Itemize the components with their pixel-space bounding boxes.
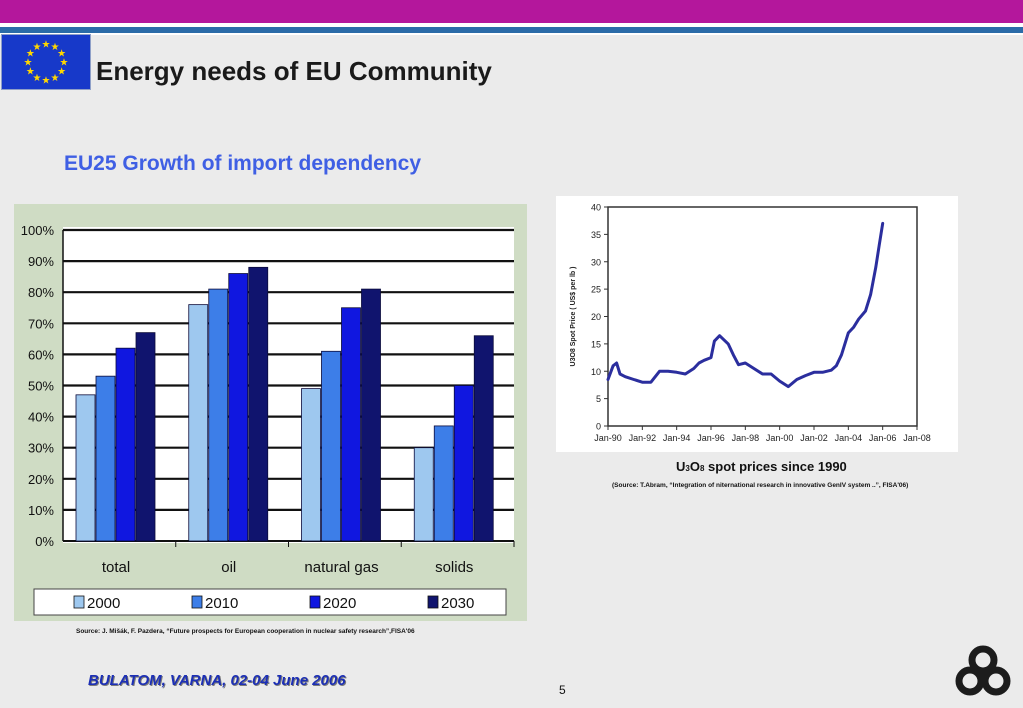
x-tick-label: Jan-98 [732, 433, 760, 443]
bar [95, 375, 116, 542]
accent-line [0, 27, 1023, 33]
y-tick-label: 30 [591, 257, 601, 267]
page-number: 5 [559, 683, 566, 697]
x-tick-label: Jan-94 [663, 433, 691, 443]
y-tick-label: 70% [28, 316, 54, 331]
bar [453, 385, 474, 542]
bar [413, 447, 434, 542]
import-dependency-chart: 0% 10% 20% 30% 40% 50% 60% 70% 80% 90% 100% total oi… [14, 204, 527, 621]
bar [321, 350, 341, 542]
y-tick-label: 40% [28, 410, 54, 425]
star-icon: ★ [24, 58, 33, 69]
bar [248, 266, 269, 542]
y-tick-label: 100% [21, 223, 55, 238]
y-tick-label: 50% [28, 379, 54, 394]
legend [33, 588, 507, 616]
bar [135, 332, 156, 542]
y-tick-label: 10 [591, 367, 601, 377]
y-axis-label: U3O8 Spot Price ( US$ per lb ) [570, 267, 577, 367]
x-tick-label: Jan-92 [629, 433, 657, 443]
y-tick-label: 25 [591, 285, 601, 295]
x-tick-label: oil [221, 559, 236, 576]
star-icon: ★ [33, 73, 42, 84]
legend-swatch [73, 595, 85, 609]
star-icon: ★ [26, 49, 35, 60]
x-tick-label: Jan-00 [766, 433, 794, 443]
divider [0, 33, 1023, 35]
star-icon: ★ [57, 49, 66, 60]
y-tick-label: 40 [591, 203, 601, 213]
price-line [606, 221, 885, 389]
bar [208, 288, 229, 542]
caption-sub: 3 [685, 464, 690, 473]
footer-event: BULATOM, VARNA, 02-04 June 2006 [88, 672, 346, 689]
bar [115, 347, 136, 542]
star-icon: ★ [42, 76, 51, 87]
y-tick-label: 60% [28, 347, 54, 362]
y-tick-label: 30% [28, 441, 54, 456]
bar [473, 335, 494, 542]
bar [361, 288, 381, 542]
star-icon: ★ [33, 42, 42, 53]
legend-swatch [191, 595, 203, 609]
caption-sub: 8 [699, 464, 705, 473]
y-tick-label: 90% [28, 254, 54, 269]
y-tick-label: 20% [28, 472, 54, 487]
bar [301, 388, 321, 542]
page-title: Energy needs of EU Community [96, 56, 492, 86]
legend-swatch [427, 595, 439, 609]
star-icon: ★ [57, 67, 66, 78]
y-tick-label: 20 [591, 312, 601, 322]
star-icon: ★ [26, 67, 35, 78]
y-tick-label: 5 [596, 394, 601, 404]
bar-chart-source: Source: J. Mišák, F. Pazdera, “Future pr… [76, 628, 415, 635]
x-tick-label: natural gas [304, 559, 378, 576]
star-icon: ★ [60, 58, 69, 69]
caption-part: spot prices since 1990 [704, 459, 847, 474]
legend-label: 2010 [205, 595, 238, 612]
bar [75, 394, 96, 542]
x-tick-label: Jan-96 [697, 433, 725, 443]
u3o8-price-chart: 0 5 10 15 20 25 30 35 40 Jan-90 Jan-92 Jan-94 Jan-96… [556, 196, 958, 452]
legend-label: 2020 [323, 595, 356, 612]
x-tick-label: Jan-04 [835, 433, 863, 443]
y-tick-label: 10% [28, 503, 54, 518]
bar [188, 304, 209, 542]
chart-subtitle: EU25 Growth of import dependency [64, 152, 422, 175]
bar [228, 273, 249, 542]
top-banner [0, 0, 1023, 23]
star-icon: ★ [51, 73, 60, 84]
y-tick-label: 0 [596, 422, 601, 432]
u3o8-caption: U3O8 spot prices since 1990 [676, 459, 847, 474]
x-tick-label: Jan-02 [800, 433, 828, 443]
y-tick-label: 80% [28, 285, 54, 300]
eu-flag-icon: ★ ★ ★ ★ ★ ★ ★ ★ ★ ★ ★ ★ [1, 34, 91, 90]
x-tick-label: Jan-06 [869, 433, 897, 443]
y-tick-label: 35 [591, 230, 601, 240]
caption-part: O [689, 459, 700, 474]
x-tick-label: total [102, 559, 130, 576]
price-chart-source: (Source: T.Abram, “Integration of nitern… [612, 482, 909, 489]
divider [0, 23, 1023, 27]
y-tick-label: 15 [591, 339, 601, 349]
x-tick-label: Jan-08 [903, 433, 931, 443]
legend-swatch [309, 595, 321, 609]
legend-label: 2030 [441, 595, 474, 612]
chart-background [556, 196, 958, 452]
company-logo-icon [954, 645, 1012, 697]
bar [341, 307, 361, 542]
x-tick-label: solids [435, 559, 473, 576]
legend-label: 2000 [87, 595, 120, 612]
star-icon: ★ [42, 40, 51, 51]
star-icon: ★ [51, 42, 60, 53]
bar [433, 425, 454, 542]
x-tick-label: Jan-90 [594, 433, 622, 443]
caption-part: U [676, 459, 686, 474]
y-tick-label: 0% [35, 534, 54, 549]
